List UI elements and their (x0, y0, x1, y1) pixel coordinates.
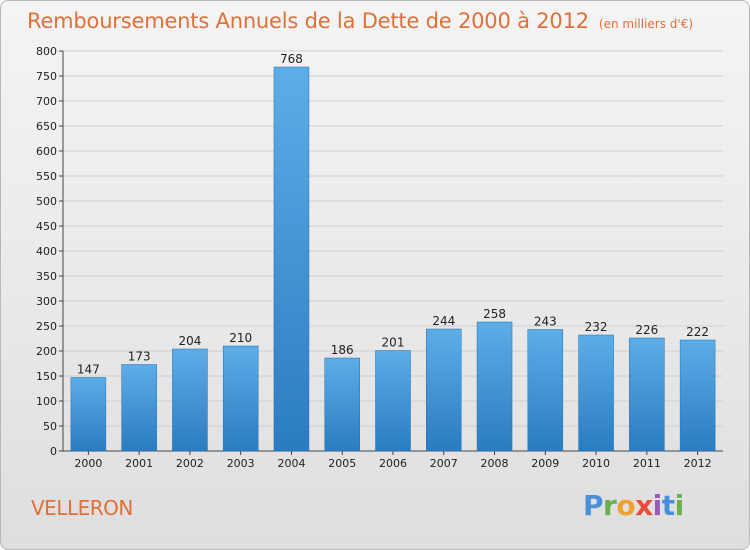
bar-value-label: 210 (229, 331, 252, 345)
y-tick-label: 400 (36, 245, 57, 258)
bar (273, 66, 310, 452)
city-name: VELLERON (31, 496, 133, 520)
bar-value-label: 232 (585, 320, 608, 334)
logo-letter: i (674, 489, 685, 522)
logo-letter: t (661, 489, 675, 522)
bar-value-label: 204 (178, 334, 201, 348)
bar (222, 345, 259, 452)
bar-value-label: 173 (128, 350, 151, 364)
x-tick-label: 2007 (430, 457, 458, 470)
x-tick-label: 2005 (328, 457, 356, 470)
x-tick-label: 2010 (582, 457, 610, 470)
y-tick-label: 100 (36, 395, 57, 408)
bar (172, 348, 208, 452)
y-tick-label: 550 (36, 170, 57, 183)
bar (324, 357, 360, 452)
x-tick-label: 2006 (379, 457, 407, 470)
y-tick-label: 500 (36, 195, 57, 208)
x-tick-label: 2000 (74, 457, 102, 470)
proxiti-logo[interactable]: Proxiti (583, 489, 684, 522)
bar (578, 334, 614, 452)
logo-letter: P (583, 489, 604, 522)
y-tick-label: 650 (36, 120, 57, 133)
y-tick-label: 750 (36, 70, 57, 83)
bar (629, 337, 665, 452)
logo-letter: i (652, 489, 663, 522)
bar-value-label: 226 (635, 323, 658, 337)
logo-letter: o (616, 489, 636, 522)
x-tick-label: 2001 (125, 457, 153, 470)
bar (527, 329, 564, 452)
bars (70, 66, 716, 452)
x-tick-label: 2011 (633, 457, 661, 470)
logo-letter: r (603, 489, 617, 522)
y-tick-label: 700 (36, 95, 57, 108)
bar-value-label: 201 (382, 336, 405, 350)
labels: 0 50 100 150 200 250 300 350 400 450 500 550 600 650 7… (36, 45, 712, 470)
y-tick-label: 450 (36, 220, 57, 233)
bar (426, 328, 462, 452)
bar-value-label: 186 (331, 343, 354, 357)
bar (476, 321, 513, 452)
x-tick-label: 2008 (481, 457, 509, 470)
bar (121, 364, 157, 452)
chart-title-text: Remboursements Annuels de la Dette de 20… (27, 9, 589, 33)
y-tick-label: 50 (43, 420, 57, 433)
bar-value-label: 243 (534, 315, 557, 329)
y-tick-label: 800 (36, 45, 57, 58)
bar (70, 377, 107, 452)
bar-value-label: 222 (686, 325, 709, 339)
bar-value-label: 244 (432, 314, 455, 328)
chart-title: Remboursements Annuels de la Dette de 20… (27, 9, 693, 33)
y-tick-label: 150 (36, 370, 57, 383)
bar-value-label: 768 (280, 52, 303, 66)
bar (375, 350, 411, 452)
bar-value-label: 258 (483, 307, 506, 321)
y-tick-label: 200 (36, 345, 57, 358)
y-tick-label: 0 (50, 445, 57, 458)
bar-value-label: 147 (77, 363, 100, 377)
x-tick-label: 2009 (531, 457, 559, 470)
chart-subtitle: (en milliers d'€) (598, 17, 694, 31)
x-tick-label: 2012 (684, 457, 712, 470)
x-tick-label: 2002 (176, 457, 204, 470)
x-tick-label: 2004 (277, 457, 305, 470)
y-tick-label: 300 (36, 295, 57, 308)
bar (679, 339, 716, 452)
y-tick-label: 250 (36, 320, 57, 333)
y-tick-label: 350 (36, 270, 57, 283)
x-tick-label: 2003 (227, 457, 255, 470)
logo-letter: x (635, 489, 653, 522)
y-tick-label: 600 (36, 145, 57, 158)
